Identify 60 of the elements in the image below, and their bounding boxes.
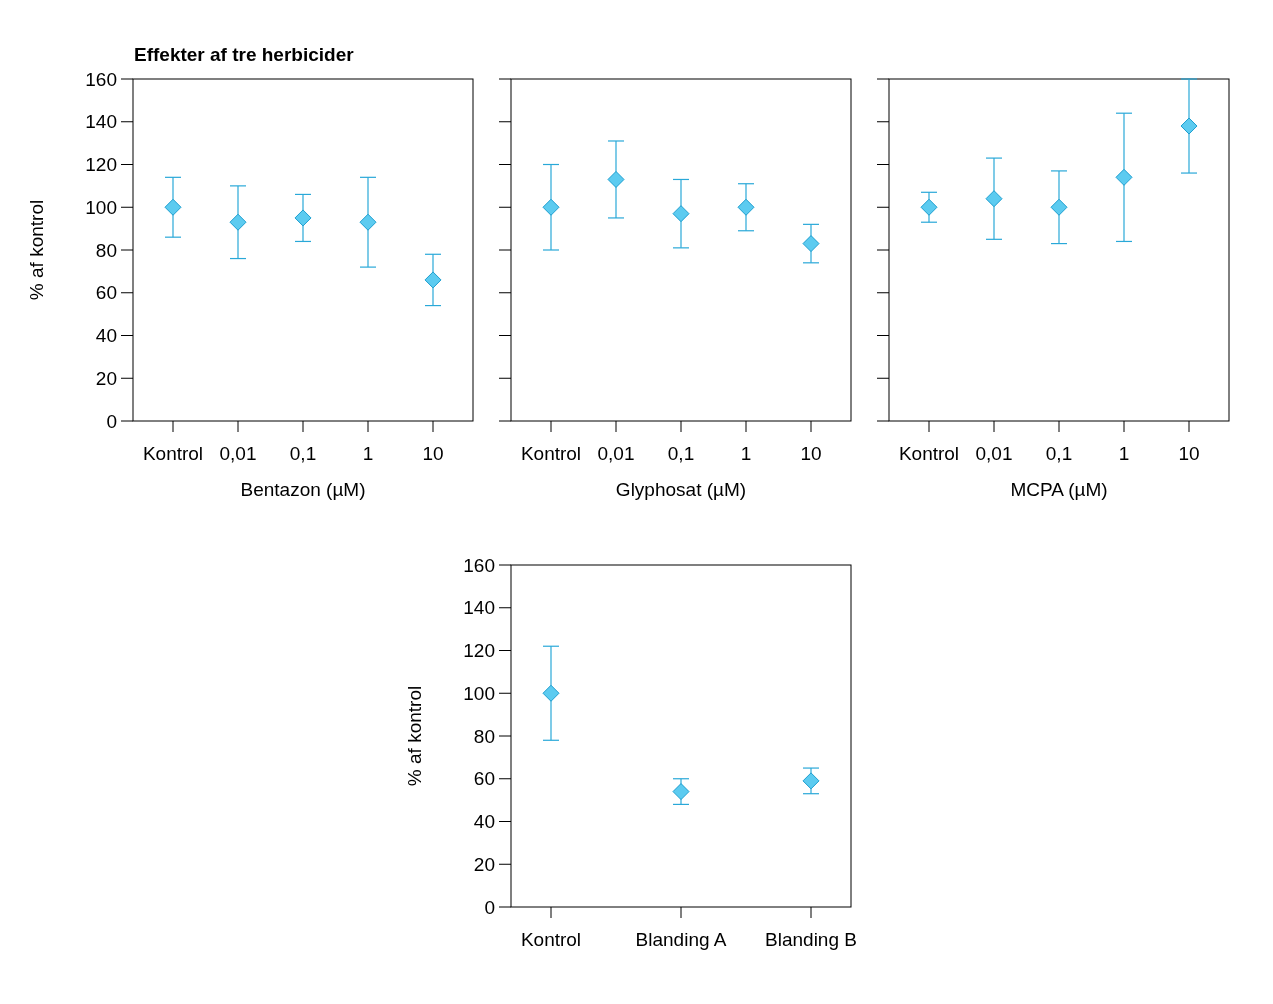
point bbox=[802, 772, 820, 790]
y-tick-label: 40 bbox=[473, 811, 495, 833]
chart-title: Effekter af tre herbicider bbox=[134, 44, 355, 65]
y-tick-label: 40 bbox=[95, 325, 117, 347]
y-tick-label: 60 bbox=[473, 768, 495, 790]
point bbox=[424, 271, 442, 289]
point bbox=[802, 235, 820, 253]
y-axis-title: % af kontrol bbox=[26, 199, 47, 301]
x-tick-label: 1 bbox=[740, 443, 752, 464]
x-tick-label: Kontrol bbox=[898, 443, 960, 464]
x-axis-title: Bentazon (µM) bbox=[240, 479, 366, 500]
point bbox=[737, 198, 755, 216]
x-tick-label: 0,1 bbox=[1045, 443, 1073, 464]
point bbox=[672, 783, 690, 801]
point bbox=[229, 213, 247, 231]
y-tick-label: 100 bbox=[463, 682, 495, 704]
y-tick-label: 160 bbox=[463, 554, 495, 576]
point bbox=[607, 170, 625, 188]
x-tick-label: 0,01 bbox=[219, 443, 257, 464]
x-tick-label: 1 bbox=[1118, 443, 1130, 464]
point bbox=[920, 198, 938, 216]
point bbox=[164, 198, 182, 216]
point bbox=[542, 198, 560, 216]
x-axis-title: MCPA (µM) bbox=[1010, 479, 1108, 500]
y-tick-label: 80 bbox=[95, 239, 117, 261]
y-tick-label: 140 bbox=[85, 111, 117, 133]
y-tick-label: 20 bbox=[473, 853, 495, 875]
x-tick-label: Blanding B bbox=[765, 929, 857, 950]
y-axis-title: % af kontrol bbox=[404, 685, 425, 787]
y-tick-label: 80 bbox=[473, 725, 495, 747]
x-tick-label: 1 bbox=[362, 443, 374, 464]
x-tick-label: Blanding A bbox=[635, 929, 727, 950]
point bbox=[1050, 198, 1068, 216]
point bbox=[542, 684, 560, 702]
x-tick-label: 10 bbox=[1178, 443, 1200, 464]
point bbox=[1180, 117, 1198, 135]
y-tick-label: 20 bbox=[95, 367, 117, 389]
x-tick-label: Kontrol bbox=[520, 929, 582, 950]
y-tick-label: 120 bbox=[85, 154, 117, 176]
point bbox=[359, 213, 377, 231]
x-tick-label: 0,01 bbox=[597, 443, 635, 464]
y-tick-label: 0 bbox=[484, 896, 495, 918]
y-tick-label: 140 bbox=[463, 597, 495, 619]
x-axis-title: Glyphosat (µM) bbox=[615, 479, 747, 500]
x-tick-label: 10 bbox=[800, 443, 822, 464]
point bbox=[672, 205, 690, 223]
y-tick-label: 60 bbox=[95, 282, 117, 304]
y-tick-label: 100 bbox=[85, 196, 117, 218]
y-tick-label: 0 bbox=[106, 410, 117, 432]
x-tick-label: Kontrol bbox=[142, 443, 204, 464]
y-tick-label: 160 bbox=[85, 68, 117, 90]
y-tick-label: 120 bbox=[463, 640, 495, 662]
point bbox=[1115, 168, 1133, 186]
x-tick-label: Kontrol bbox=[520, 443, 582, 464]
point bbox=[985, 190, 1003, 208]
x-tick-label: 0,01 bbox=[975, 443, 1013, 464]
x-tick-label: 0,1 bbox=[289, 443, 317, 464]
point bbox=[294, 209, 312, 227]
x-tick-label: 10 bbox=[422, 443, 444, 464]
x-tick-label: 0,1 bbox=[667, 443, 695, 464]
